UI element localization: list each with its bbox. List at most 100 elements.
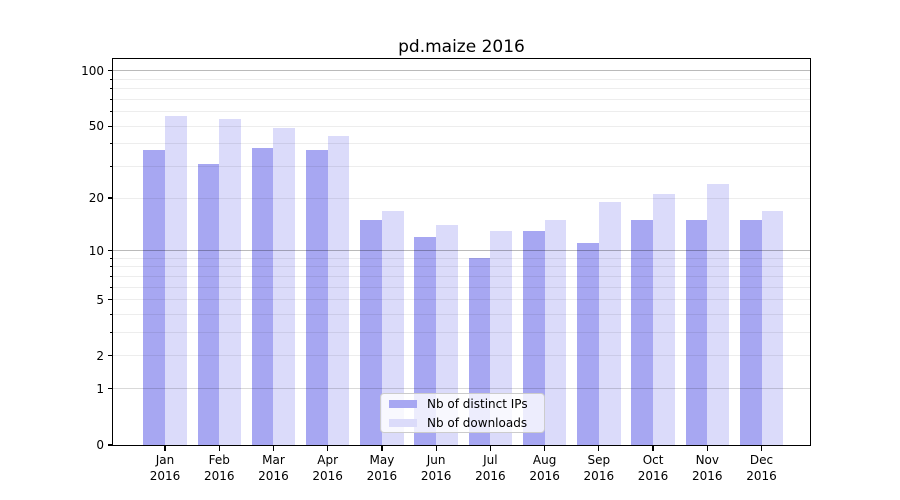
y-minor-tick-mark bbox=[110, 88, 113, 90]
x-tick-mark bbox=[218, 446, 220, 451]
y-minor-tick-mark bbox=[110, 78, 113, 80]
y-gridline-30 bbox=[113, 165, 810, 167]
x-tick-year: 2016 bbox=[746, 469, 777, 483]
x-tick-month: Feb bbox=[208, 453, 230, 467]
y-tick-mark bbox=[108, 444, 113, 446]
bar-distinct_ips-jan-2016 bbox=[143, 149, 165, 445]
chart-title: pd.maize 2016 bbox=[398, 37, 525, 57]
x-tick-mark bbox=[272, 446, 275, 451]
y-gridline-60 bbox=[113, 111, 810, 113]
y-tick-label-100: 100 bbox=[81, 63, 104, 78]
x-tick-label-nov: Nov 2016 bbox=[675, 452, 739, 484]
x-tick-label-apr: Apr 2016 bbox=[296, 452, 360, 484]
y-gridline-8 bbox=[113, 266, 810, 268]
y-tick-mark bbox=[108, 70, 113, 72]
x-tick-mark bbox=[381, 446, 383, 451]
y-tick-mark bbox=[108, 388, 113, 390]
legend: Nb of distinct IPs Nb of downloads bbox=[380, 393, 545, 433]
x-tick-month: May bbox=[369, 453, 395, 467]
y-gridline-7 bbox=[113, 275, 810, 277]
legend-label-downloads: Nb of downloads bbox=[427, 415, 528, 430]
x-tick-label-feb: Feb 2016 bbox=[187, 452, 251, 484]
x-tick-year: 2016 bbox=[312, 469, 343, 483]
legend-item-downloads: Nb of downloads bbox=[381, 413, 544, 432]
x-tick-month: Aug bbox=[532, 453, 557, 467]
y-gridline-9 bbox=[113, 257, 810, 259]
y-tick-label-10: 10 bbox=[88, 243, 104, 258]
bar-downloads-feb-2016 bbox=[219, 118, 241, 445]
x-tick-label-may: May 2016 bbox=[350, 452, 414, 484]
x-tick-mark bbox=[598, 446, 600, 451]
x-tick-month: Sep bbox=[587, 453, 611, 467]
x-tick-month: Nov bbox=[695, 453, 719, 467]
y-minor-tick-mark bbox=[110, 98, 113, 100]
plot-area bbox=[112, 58, 811, 446]
y-gridline-100 bbox=[113, 70, 810, 72]
x-tick-label-sep: Sep 2016 bbox=[567, 452, 631, 484]
x-tick-label-aug: Aug 2016 bbox=[513, 452, 577, 484]
x-tick-label-jun: Jun 2016 bbox=[404, 452, 468, 484]
y-gridline-70 bbox=[113, 98, 810, 100]
x-tick-month: Jan bbox=[155, 453, 175, 467]
legend-label-distinct-ips: Nb of distinct IPs bbox=[427, 396, 528, 411]
legend-swatch-downloads bbox=[389, 418, 417, 427]
x-tick-year: 2016 bbox=[420, 469, 452, 483]
x-tick-mark bbox=[327, 446, 329, 451]
y-minor-tick-mark bbox=[110, 332, 113, 334]
x-tick-year: 2016 bbox=[637, 469, 669, 483]
y-minor-tick-mark bbox=[110, 286, 113, 288]
y-tick-label-5: 5 bbox=[96, 292, 104, 307]
y-minor-tick-mark bbox=[110, 266, 113, 268]
y-gridline-6 bbox=[113, 286, 810, 288]
bar-distinct_ips-mar-2016 bbox=[251, 147, 274, 445]
x-tick-year: 2016 bbox=[149, 469, 181, 483]
bar-downloads-oct-2016 bbox=[653, 194, 675, 445]
x-tick-label-jan: Jan 2016 bbox=[133, 452, 197, 484]
y-minor-tick-mark bbox=[110, 275, 113, 277]
y-minor-tick-mark bbox=[110, 165, 113, 167]
x-tick-year: 2016 bbox=[583, 469, 615, 483]
bar-distinct_ips-sep-2016 bbox=[577, 243, 599, 445]
bar-distinct_ips-feb-2016 bbox=[197, 163, 220, 445]
bar-downloads-sep-2016 bbox=[598, 202, 621, 445]
x-tick-label-mar: Mar 2016 bbox=[241, 452, 305, 484]
x-tick-year: 2016 bbox=[529, 469, 560, 483]
y-minor-tick-mark bbox=[110, 143, 113, 145]
y-gridline-10 bbox=[113, 250, 810, 252]
bar-downloads-dec-2016 bbox=[761, 210, 784, 445]
y-gridline-80 bbox=[113, 88, 810, 90]
bar-downloads-aug-2016 bbox=[544, 220, 567, 445]
x-tick-label-jul: Jul 2016 bbox=[458, 452, 522, 484]
bar-distinct_ips-jun-2016 bbox=[414, 236, 437, 445]
y-tick-label-20: 20 bbox=[88, 191, 104, 206]
x-tick-mark bbox=[652, 446, 654, 451]
x-tick-mark bbox=[489, 446, 491, 451]
bar-downloads-jan-2016 bbox=[165, 115, 187, 445]
y-minor-tick-mark bbox=[110, 111, 113, 113]
y-gridline-3 bbox=[113, 332, 810, 334]
bar-downloads-apr-2016 bbox=[327, 136, 350, 445]
bar-downloads-mar-2016 bbox=[273, 127, 296, 445]
x-tick-month: Dec bbox=[749, 453, 774, 467]
y-minor-tick-mark bbox=[110, 125, 113, 127]
bar-distinct_ips-nov-2016 bbox=[685, 220, 708, 445]
bar-distinct_ips-oct-2016 bbox=[631, 220, 654, 445]
y-tick-label-2: 2 bbox=[96, 348, 104, 363]
x-tick-mark bbox=[164, 446, 166, 451]
y-gridline-50 bbox=[113, 125, 810, 127]
x-tick-year: 2016 bbox=[258, 469, 289, 483]
x-tick-mark bbox=[544, 446, 546, 451]
x-tick-year: 2016 bbox=[366, 469, 398, 483]
x-tick-month: Apr bbox=[317, 453, 339, 467]
x-tick-year: 2016 bbox=[692, 469, 723, 483]
y-gridline-90 bbox=[113, 78, 810, 80]
bar-downloads-jul-2016 bbox=[490, 230, 513, 445]
bar-downloads-jun-2016 bbox=[436, 225, 458, 445]
bar-distinct_ips-aug-2016 bbox=[522, 230, 545, 445]
y-minor-tick-mark bbox=[110, 197, 113, 199]
x-tick-mark bbox=[706, 446, 708, 451]
y-tick-label-0: 0 bbox=[96, 438, 104, 452]
x-tick-mark bbox=[760, 446, 763, 451]
x-tick-label-dec: Dec 2016 bbox=[730, 452, 794, 484]
